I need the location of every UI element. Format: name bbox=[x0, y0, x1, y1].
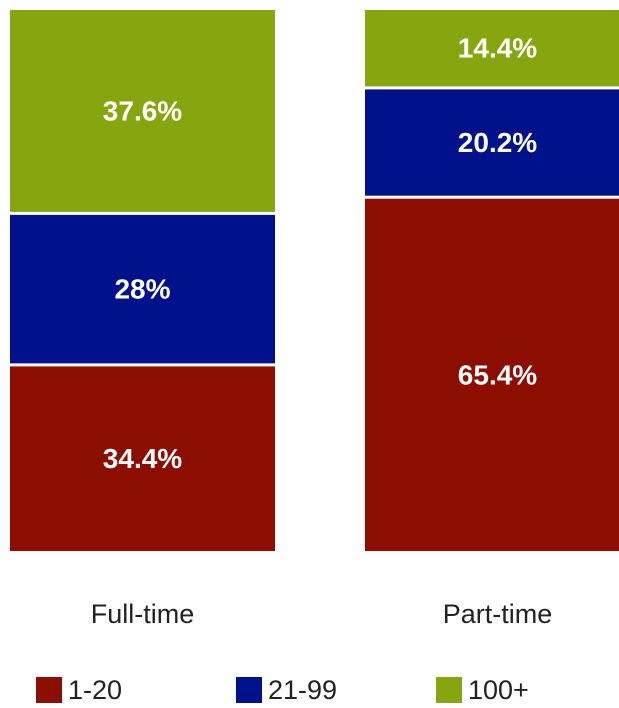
legend-swatch-1-20 bbox=[36, 677, 62, 703]
data-label-part-time-100-plus: 14.4% bbox=[458, 33, 537, 64]
bar-part-time-21-99 bbox=[365, 89, 619, 196]
bar-full-time-100-plus bbox=[10, 10, 275, 212]
category-label-full-time: Full-time bbox=[91, 599, 195, 629]
legend-label-100-plus: 100+ bbox=[468, 674, 529, 705]
data-label-full-time-21-99: 28% bbox=[114, 274, 170, 305]
bar-part-time-100-plus bbox=[365, 10, 619, 87]
legend-item-100-plus: 100+ bbox=[436, 672, 529, 708]
legend-item-21-99: 21-99 bbox=[236, 672, 337, 708]
bar-full-time-1-20 bbox=[10, 366, 275, 551]
legend: 1-20 21-99 100+ bbox=[0, 672, 619, 708]
bar-full-time-21-99 bbox=[10, 214, 275, 364]
data-label-part-time-21-99: 20.2% bbox=[458, 127, 537, 158]
bar-part-time-1-20 bbox=[365, 198, 619, 551]
data-label-part-time-1-20: 65.4% bbox=[458, 359, 537, 390]
legend-label-21-99: 21-99 bbox=[268, 674, 338, 705]
category-label-part-time: Part-time bbox=[443, 599, 553, 629]
legend-item-1-20: 1-20 bbox=[36, 672, 122, 708]
legend-label-1-20: 1-20 bbox=[68, 674, 123, 705]
legend-swatch-21-99 bbox=[236, 677, 262, 703]
legend-swatch-100-plus bbox=[436, 677, 462, 703]
data-label-full-time-1-20: 34.4% bbox=[103, 443, 182, 474]
stacked-bar-chart: 34.4% 28% 37.6% Full-time 65.4% 20.2% 14.4% Par… bbox=[10, 10, 619, 629]
data-label-full-time-100-plus: 37.6% bbox=[103, 95, 182, 126]
